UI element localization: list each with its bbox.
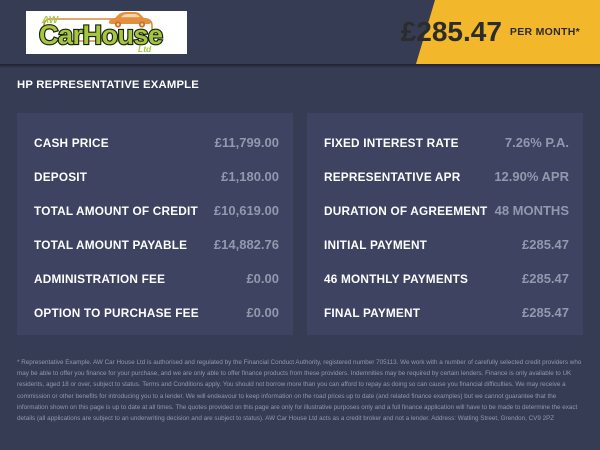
svg-text:Ltd: Ltd [138, 44, 152, 54]
